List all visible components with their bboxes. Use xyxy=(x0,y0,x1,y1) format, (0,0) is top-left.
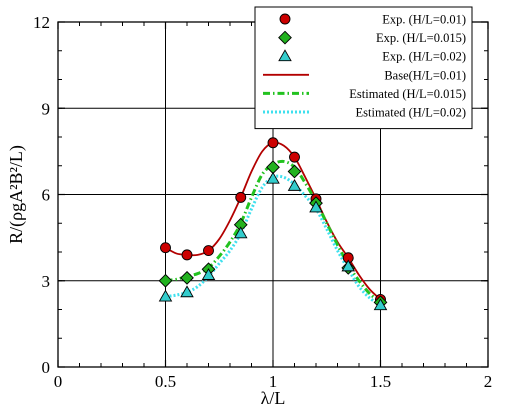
data-point-exp-h-l-0-02 xyxy=(373,298,388,311)
legend-label-exp-h-l-0-02: Exp. (H/L=0.02) xyxy=(382,50,466,64)
y-tick-label: 0 xyxy=(42,358,51,377)
y-tick-label: 9 xyxy=(42,99,51,118)
legend-label-base-h-l-0-01: Base(H/L=0.01) xyxy=(384,68,466,82)
legend-label-estimated-h-l-0-015: Estimated (H/L=0.015) xyxy=(349,87,466,101)
data-point-exp-h-l-0-01 xyxy=(181,249,193,261)
series-markers xyxy=(158,137,388,311)
data-point-exp-h-l-0-02 xyxy=(158,289,173,302)
data-point-exp-h-l-0-02 xyxy=(287,178,302,191)
legend-label-exp-h-l-0-015: Exp. (H/L=0.015) xyxy=(376,31,466,45)
legend-label-estimated-h-l-0-02: Estimated (H/L=0.02) xyxy=(356,106,467,120)
data-point-exp-h-l-0-01 xyxy=(289,151,300,163)
data-point-exp-h-l-0-01 xyxy=(235,191,247,203)
legend-marker-exp-h-l-0-02 xyxy=(278,49,292,62)
data-point-exp-h-l-0-02 xyxy=(233,226,248,239)
x-tick-label: 1 xyxy=(269,372,278,391)
legend: Exp. (H/L=0.01) Exp. (H/L=0.015) Exp. (H/L… xyxy=(254,6,473,130)
x-tick-label: 0 xyxy=(54,372,63,391)
data-point-exp-h-l-0-01 xyxy=(160,242,171,254)
y-axis-title: R/(ρgA²B²/L) xyxy=(6,145,27,244)
data-point-exp-h-l-0-01 xyxy=(203,245,214,257)
legend-box xyxy=(254,6,473,130)
data-point-exp-h-l-0-02 xyxy=(201,268,216,280)
data-point-exp-h-l-0-02 xyxy=(341,259,356,272)
data-point-exp-h-l-0-015 xyxy=(180,270,194,285)
data-point-exp-h-l-0-015 xyxy=(158,273,173,288)
y-tick-label: 12 xyxy=(33,13,50,32)
x-tick-label: 0.5 xyxy=(155,372,176,391)
x-tick-label: 2 xyxy=(484,372,493,391)
x-tick-label: 1.5 xyxy=(370,372,391,391)
tick-labels: 0 0.5 1 1.5 2 0 3 6 9 12 xyxy=(33,13,492,391)
legend-label-exp-h-l-0-01: Exp. (H/L=0.01) xyxy=(382,13,466,27)
data-point-exp-h-l-0-02 xyxy=(180,285,194,298)
legend-marker-exp-h-l-0-01 xyxy=(279,13,291,25)
data-point-exp-h-l-0-01 xyxy=(267,137,279,149)
y-tick-label: 3 xyxy=(42,272,51,291)
y-tick-label: 6 xyxy=(42,186,51,205)
data-point-exp-h-l-0-02 xyxy=(309,200,323,213)
data-point-exp-h-l-0-02 xyxy=(266,171,280,184)
x-axis-title: λ/L xyxy=(261,388,286,408)
data-point-exp-h-l-0-015 xyxy=(287,164,302,179)
legend-marker-exp-h-l-0-015 xyxy=(278,30,292,45)
